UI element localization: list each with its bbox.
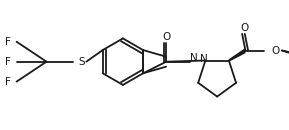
Polygon shape	[229, 48, 245, 62]
Text: O: O	[241, 23, 249, 33]
Text: F: F	[5, 37, 11, 47]
Text: N: N	[200, 54, 208, 64]
Text: S: S	[78, 57, 85, 67]
Text: O: O	[162, 32, 171, 42]
Text: F: F	[5, 57, 11, 67]
Text: O: O	[271, 46, 279, 56]
Text: F: F	[5, 77, 11, 87]
Text: N: N	[190, 53, 197, 63]
